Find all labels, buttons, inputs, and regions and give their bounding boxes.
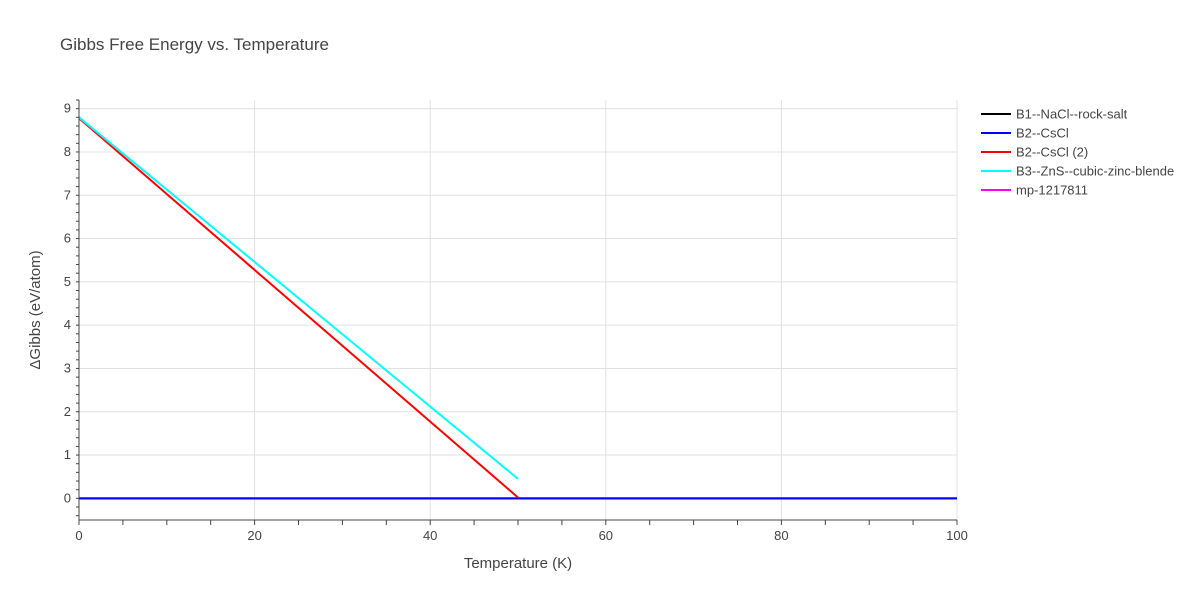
y-axis-title: ΔGibbs (eV/atom) bbox=[27, 250, 44, 369]
x-tick-label: 20 bbox=[247, 528, 261, 543]
y-tick-label: 9 bbox=[64, 101, 71, 116]
grid-lines bbox=[79, 100, 958, 520]
x-tick-label: 80 bbox=[774, 528, 788, 543]
legend-label: B2--CsCl bbox=[1016, 126, 1069, 141]
y-tick-label: 0 bbox=[64, 490, 71, 505]
plot-area bbox=[78, 116, 957, 500]
y-tick-labels: 0 1 2 3 4 5 6 7 8 9 bbox=[64, 101, 71, 506]
y-tick-label: 3 bbox=[64, 360, 71, 375]
x-tick-label: 40 bbox=[423, 528, 437, 543]
y-tick-label: 5 bbox=[64, 274, 71, 289]
minor-ticks bbox=[76, 99, 958, 525]
x-tick-label: 60 bbox=[599, 528, 613, 543]
x-axis-title: Temperature (K) bbox=[464, 555, 572, 572]
y-tick-label: 2 bbox=[64, 404, 71, 419]
legend-label: B1--NaCl--rock-salt bbox=[1016, 107, 1128, 122]
y-tick-label: 1 bbox=[64, 447, 71, 462]
legend-label: mp-1217811 bbox=[1016, 183, 1088, 198]
series-line-B2--CsCl (2) bbox=[78, 117, 519, 499]
legend-label: B2--CsCl (2) bbox=[1016, 145, 1088, 160]
y-tick-label: 8 bbox=[64, 144, 71, 159]
series-line-B3--ZnS--cubic-zinc-blende bbox=[78, 116, 519, 480]
legend-label: B3--ZnS--cubic-zinc-blende bbox=[1016, 164, 1174, 179]
y-tick-label: 7 bbox=[64, 187, 71, 202]
legend: B1--NaCl--rock-salt B2--CsCl B2--CsCl (2) B… bbox=[981, 107, 1174, 198]
chart-title: Gibbs Free Energy vs. Temperature bbox=[60, 35, 329, 54]
x-tick-labels: 0 20 40 60 80 100 bbox=[75, 528, 967, 543]
axes bbox=[78, 100, 957, 521]
y-tick-label: 6 bbox=[64, 231, 71, 246]
x-tick-label: 0 bbox=[75, 528, 82, 543]
x-tick-label: 100 bbox=[946, 528, 968, 543]
y-tick-label: 4 bbox=[64, 317, 71, 332]
